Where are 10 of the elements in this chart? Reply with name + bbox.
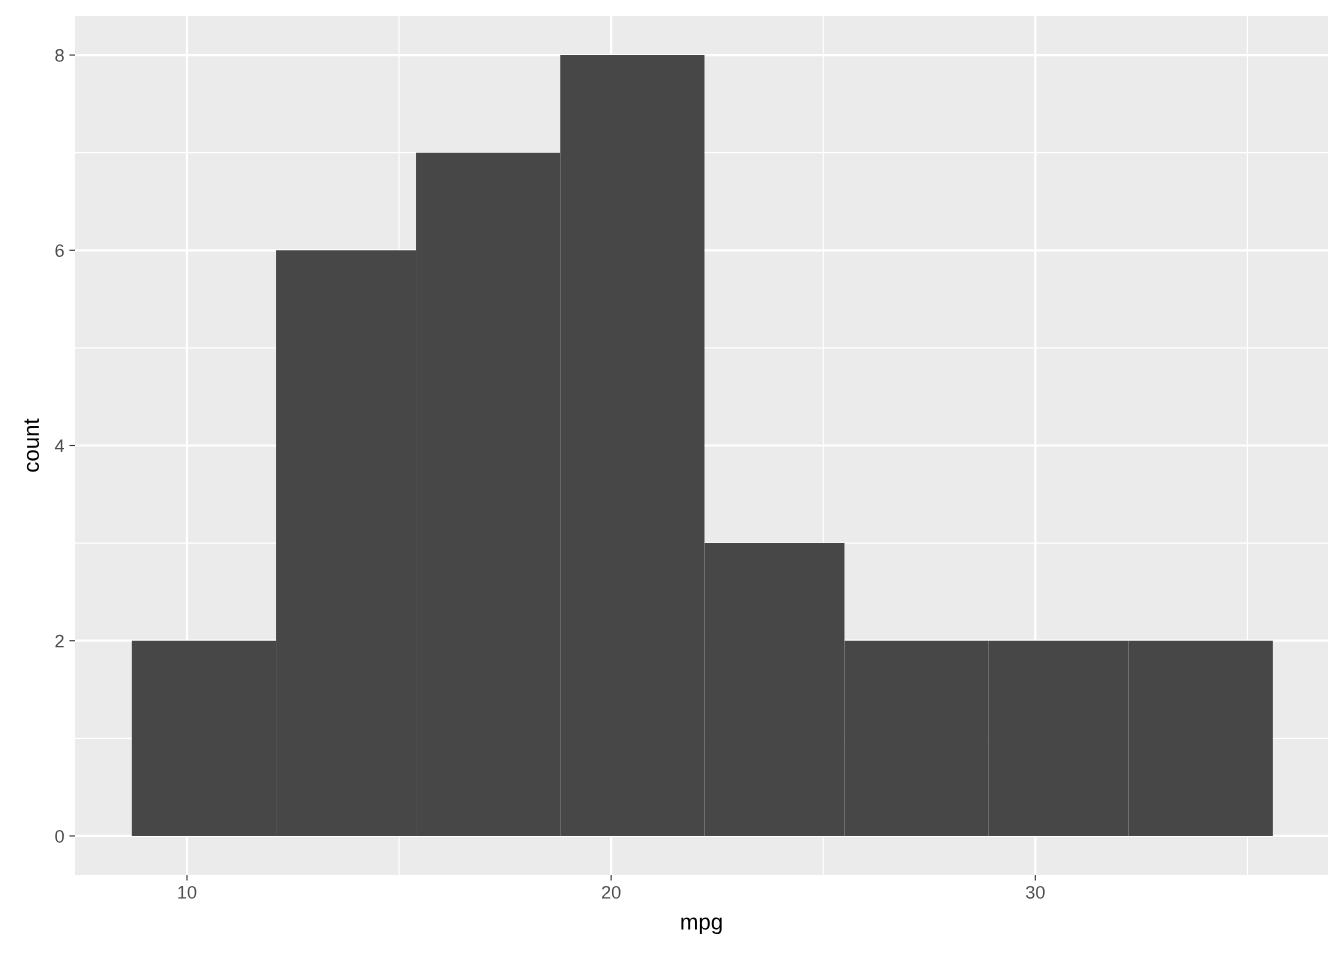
x-tick-label: 20	[602, 885, 621, 899]
y-tick-label: 2	[55, 634, 64, 648]
y-tick-label: 8	[55, 48, 64, 62]
y-tick-label: 6	[55, 244, 64, 257]
y-tick-label: 4	[54, 439, 65, 453]
x-tick-label: 10	[178, 885, 197, 899]
y-tick-label: 0	[55, 829, 64, 843]
x-tick-label: 30	[1025, 885, 1045, 899]
x-axis-title: mpg	[681, 917, 722, 935]
y-axis-title: count	[24, 418, 40, 472]
